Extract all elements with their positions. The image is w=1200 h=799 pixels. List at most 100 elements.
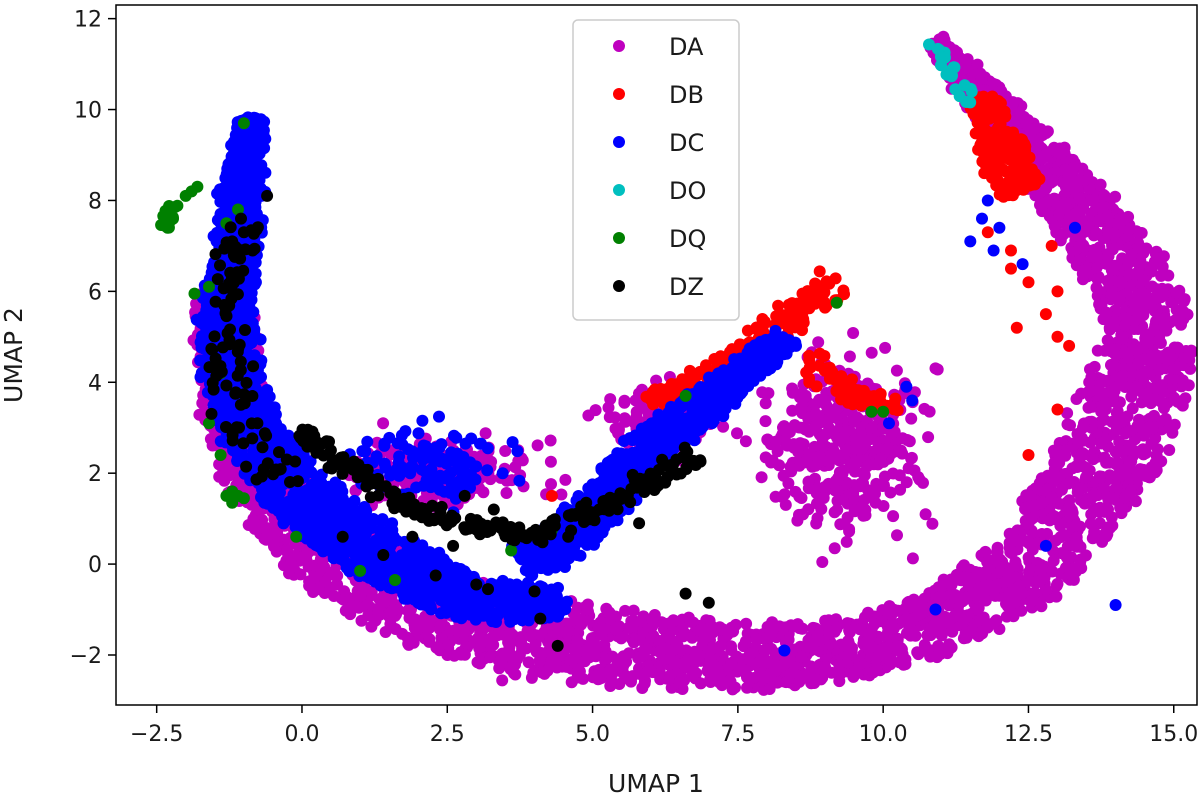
data-point xyxy=(1170,286,1183,299)
data-point xyxy=(1152,382,1165,395)
data-point xyxy=(818,481,831,493)
data-point xyxy=(1077,434,1090,447)
data-point xyxy=(817,394,830,407)
data-point xyxy=(495,653,508,666)
data-point xyxy=(1107,343,1120,356)
data-point xyxy=(785,667,798,680)
data-point xyxy=(725,644,738,656)
data-point xyxy=(435,631,448,644)
data-point xyxy=(792,440,805,453)
data-point xyxy=(1149,432,1162,445)
data-point xyxy=(770,435,782,448)
data-point xyxy=(973,581,986,594)
data-point xyxy=(663,673,675,686)
data-point xyxy=(1003,527,1016,540)
data-point xyxy=(531,439,544,452)
data-point xyxy=(1100,306,1113,319)
data-point xyxy=(802,475,815,488)
data-point xyxy=(961,591,974,604)
data-point xyxy=(890,364,903,377)
data-point xyxy=(346,599,359,612)
data-point xyxy=(1103,323,1116,336)
data-point xyxy=(907,612,920,625)
data-point xyxy=(894,483,907,496)
data-point xyxy=(268,540,280,553)
data-point xyxy=(906,552,919,565)
data-point xyxy=(740,617,753,630)
data-point xyxy=(1155,269,1168,282)
data-point xyxy=(635,650,648,663)
data-point xyxy=(776,490,788,503)
data-point xyxy=(750,632,763,645)
data-point xyxy=(1035,472,1048,485)
data-point xyxy=(1092,214,1105,227)
data-point xyxy=(744,647,757,660)
data-point xyxy=(1181,351,1194,364)
data-point xyxy=(884,658,897,671)
data-point xyxy=(827,445,840,457)
data-point xyxy=(1011,589,1024,602)
data-point xyxy=(1116,445,1129,458)
data-point xyxy=(870,651,883,664)
data-point xyxy=(767,619,780,632)
data-point xyxy=(1104,521,1117,534)
data-point xyxy=(1039,308,1052,321)
data-point xyxy=(1098,189,1111,202)
data-point xyxy=(522,656,535,669)
data-point xyxy=(1015,133,1027,146)
data-point xyxy=(566,654,579,667)
data-point xyxy=(1050,579,1063,592)
data-point xyxy=(1059,181,1072,193)
data-point xyxy=(544,455,557,468)
data-point xyxy=(864,433,877,446)
data-point xyxy=(434,620,446,633)
data-point xyxy=(457,627,470,640)
data-point xyxy=(627,636,640,649)
data-point xyxy=(525,630,538,643)
data-point xyxy=(1051,285,1064,298)
data-point xyxy=(1101,226,1114,238)
data-point xyxy=(1154,337,1167,349)
data-point xyxy=(1111,470,1124,483)
data-point xyxy=(842,649,855,662)
data-point xyxy=(1004,131,1017,144)
data-point xyxy=(1045,239,1058,252)
data-point xyxy=(887,510,900,523)
data-point xyxy=(491,629,504,642)
data-point xyxy=(530,645,543,658)
data-point xyxy=(823,361,836,374)
data-point xyxy=(1075,387,1088,400)
data-points xyxy=(155,30,1198,696)
data-point xyxy=(997,164,1010,177)
data-point xyxy=(731,427,743,440)
data-point xyxy=(1111,405,1124,418)
data-point xyxy=(818,350,831,362)
data-point xyxy=(1117,332,1129,345)
data-point xyxy=(865,422,878,435)
data-point xyxy=(694,677,707,690)
data-point xyxy=(1150,283,1163,296)
data-point xyxy=(843,350,856,363)
data-point xyxy=(1077,264,1090,277)
data-point xyxy=(703,621,716,634)
data-point xyxy=(369,613,382,626)
data-point xyxy=(1123,462,1136,475)
data-point xyxy=(1073,240,1086,253)
data-point xyxy=(602,401,615,414)
data-point xyxy=(604,663,617,676)
data-point xyxy=(759,415,772,428)
data-point xyxy=(1043,514,1056,527)
data-point xyxy=(660,629,673,642)
data-point xyxy=(1132,420,1144,432)
data-point xyxy=(1046,565,1059,578)
data-point xyxy=(822,614,835,627)
data-point xyxy=(1171,341,1184,354)
data-point xyxy=(882,442,895,455)
data-point xyxy=(1048,468,1061,481)
data-point xyxy=(799,389,812,402)
data-point xyxy=(962,572,975,585)
data-point xyxy=(1116,370,1129,383)
data-point xyxy=(810,673,823,686)
data-point xyxy=(769,665,782,677)
data-point xyxy=(1028,586,1041,599)
